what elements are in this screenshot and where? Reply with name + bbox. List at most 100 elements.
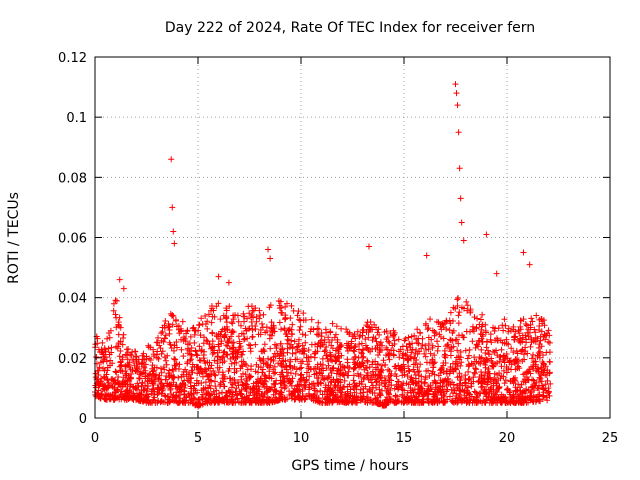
data-point <box>289 350 296 357</box>
data-point <box>171 356 178 363</box>
data-point <box>376 392 383 399</box>
data-point <box>139 379 146 386</box>
data-point <box>314 343 321 350</box>
data-point <box>111 395 118 402</box>
data-point <box>277 371 284 378</box>
data-point <box>262 329 269 336</box>
data-point <box>541 322 548 329</box>
data-point <box>310 326 317 333</box>
data-point <box>493 270 500 277</box>
data-point <box>339 384 346 391</box>
data-point <box>366 387 373 394</box>
data-point <box>213 387 220 394</box>
data-point <box>224 326 231 333</box>
x-tick-label: 25 <box>602 431 619 446</box>
data-point <box>358 350 365 357</box>
chart-title: Day 222 of 2024, Rate Of TEC Index for r… <box>165 20 535 36</box>
data-point <box>192 348 199 355</box>
data-point <box>189 361 196 368</box>
data-point <box>268 375 275 382</box>
data-point <box>162 332 169 339</box>
data-point <box>439 377 446 384</box>
data-point <box>542 381 549 388</box>
data-point <box>508 395 515 402</box>
data-point <box>318 337 325 344</box>
data-point <box>200 334 207 341</box>
data-point <box>523 339 530 346</box>
data-point <box>425 395 432 402</box>
data-point <box>163 361 170 368</box>
data-point <box>321 348 328 355</box>
data-point <box>373 379 380 386</box>
data-point <box>108 344 115 351</box>
data-point <box>287 378 294 385</box>
y-tick-label: 0.06 <box>58 232 87 247</box>
data-point <box>282 314 289 321</box>
data-point <box>245 303 252 310</box>
data-point <box>235 379 242 386</box>
data-point <box>119 341 126 348</box>
data-point <box>529 355 536 362</box>
data-point <box>320 367 327 374</box>
data-point <box>452 358 459 365</box>
data-point <box>511 336 518 343</box>
data-point <box>508 361 515 368</box>
data-point <box>332 383 339 390</box>
data-point <box>357 397 364 404</box>
data-point <box>375 375 382 382</box>
data-point <box>429 344 436 351</box>
data-point <box>319 355 326 362</box>
data-point <box>463 394 470 401</box>
data-point <box>158 330 165 337</box>
data-point <box>240 348 247 355</box>
data-point <box>161 322 168 329</box>
data-point <box>432 330 439 337</box>
data-point <box>166 339 173 346</box>
data-point <box>157 381 164 388</box>
data-point <box>373 366 380 373</box>
data-point <box>464 307 471 314</box>
data-point <box>249 389 256 396</box>
data-point <box>546 332 553 339</box>
data-point <box>385 351 392 358</box>
data-point <box>508 366 515 373</box>
data-point <box>247 373 254 380</box>
data-point <box>233 385 240 392</box>
data-point <box>267 255 274 262</box>
data-point <box>327 356 334 363</box>
data-point <box>530 338 537 345</box>
data-point <box>482 362 489 369</box>
data-point <box>249 322 256 329</box>
data-point <box>369 399 376 406</box>
data-point <box>164 399 171 406</box>
data-point <box>268 384 275 391</box>
data-point <box>242 385 249 392</box>
data-point <box>171 240 178 247</box>
data-point <box>425 325 432 332</box>
data-points <box>92 81 554 409</box>
data-point <box>531 326 538 333</box>
data-point <box>473 325 480 332</box>
data-point <box>283 300 290 307</box>
data-point <box>498 372 505 379</box>
data-point <box>172 356 179 363</box>
data-point <box>325 334 332 341</box>
data-point <box>526 329 533 336</box>
data-point <box>282 357 289 364</box>
data-point <box>112 368 119 375</box>
data-point <box>183 330 190 337</box>
data-point <box>428 336 435 343</box>
data-point <box>188 352 195 359</box>
data-point <box>391 331 398 338</box>
data-point <box>240 336 247 343</box>
data-point <box>490 324 497 331</box>
data-point <box>486 351 493 358</box>
data-point <box>387 330 394 337</box>
data-point <box>500 327 507 334</box>
data-point <box>307 366 314 373</box>
data-point <box>454 296 461 303</box>
data-point <box>204 325 211 332</box>
data-point <box>412 397 419 404</box>
data-point <box>115 380 122 387</box>
data-point <box>230 344 237 351</box>
